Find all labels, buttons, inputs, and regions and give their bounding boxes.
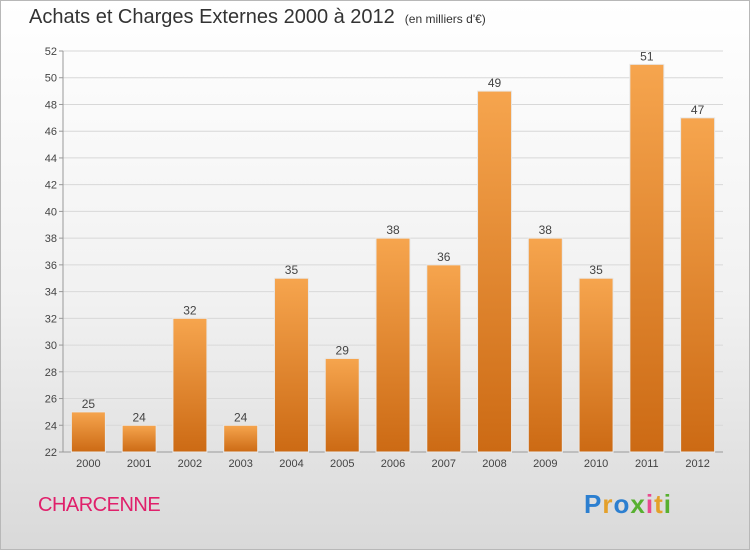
bar-value-label: 25 — [82, 397, 96, 411]
bar-value-label: 24 — [234, 410, 248, 424]
bar — [375, 237, 411, 453]
y-tick-label: 24 — [45, 420, 57, 432]
x-tick-label: 2007 — [432, 458, 456, 470]
bar — [629, 63, 665, 453]
y-tick-label: 26 — [45, 394, 57, 406]
bar — [680, 117, 716, 453]
x-tick-label: 2005 — [330, 458, 354, 470]
brand-letter: i — [645, 489, 655, 519]
bar-value-label: 24 — [132, 410, 146, 424]
place-label: CHARCENNE — [38, 494, 161, 516]
y-tick-label: 46 — [45, 126, 57, 138]
chart-subtitle: (en milliers d'€) — [404, 12, 486, 26]
bar-value-label: 38 — [539, 223, 553, 237]
y-tick-label: 50 — [45, 73, 57, 85]
y-tick-label: 38 — [45, 233, 57, 245]
bar-value-label: 35 — [285, 263, 299, 277]
bar-value-label: 29 — [336, 343, 350, 357]
chart-title: Achats et Charges Externes 2000 à 2012 (e… — [29, 6, 486, 29]
brand-letter: o — [613, 489, 631, 519]
bar-value-label: 32 — [183, 303, 197, 317]
y-tick-label: 36 — [45, 260, 57, 272]
bar — [477, 90, 513, 453]
x-tick-label: 2003 — [228, 458, 252, 470]
bar — [324, 357, 360, 453]
y-tick-label: 22 — [45, 447, 57, 459]
x-tick-label: 2009 — [533, 458, 557, 470]
x-tick-label: 2006 — [381, 458, 405, 470]
title-text: Achats et Charges Externes 2000 à 2012 — [29, 6, 395, 28]
bar — [70, 411, 106, 453]
bar-value-label: 36 — [437, 250, 451, 264]
x-tick-label: 2000 — [76, 458, 100, 470]
brand-letter: r — [602, 489, 614, 519]
y-tick-label: 34 — [45, 287, 57, 299]
x-tick-label: 2012 — [685, 458, 709, 470]
y-tick-label: 44 — [45, 153, 57, 165]
bar — [578, 277, 614, 453]
x-tick-label: 2008 — [482, 458, 506, 470]
bar-value-label: 47 — [691, 103, 705, 117]
x-tick-label: 2011 — [635, 458, 659, 470]
brand-logo: Proxiti — [584, 489, 672, 520]
brand-letter: t — [654, 489, 664, 519]
x-tick-label: 2001 — [127, 458, 151, 470]
bar — [273, 277, 309, 453]
y-tick-label: 32 — [45, 313, 57, 325]
bar — [527, 237, 563, 453]
brand-letter: x — [630, 489, 646, 519]
bar-value-label: 51 — [640, 49, 654, 63]
y-tick-label: 42 — [45, 180, 57, 192]
bar — [172, 317, 208, 453]
y-tick-label: 40 — [45, 206, 57, 218]
y-tick-label: 52 — [45, 46, 57, 58]
brand-letter: i — [663, 489, 672, 519]
brand-letter: P — [584, 489, 603, 519]
bar — [121, 424, 157, 453]
bar-value-label: 49 — [488, 76, 502, 90]
x-tick-label: 2004 — [279, 458, 303, 470]
y-tick-label: 28 — [45, 367, 57, 379]
y-tick-label: 30 — [45, 340, 57, 352]
bar — [426, 264, 462, 453]
y-tick-label: 48 — [45, 99, 57, 111]
bar-value-label: 38 — [386, 223, 400, 237]
x-tick-label: 2002 — [178, 458, 202, 470]
bar — [223, 424, 259, 453]
x-tick-label: 2010 — [584, 458, 608, 470]
bar-value-label: 35 — [589, 263, 603, 277]
